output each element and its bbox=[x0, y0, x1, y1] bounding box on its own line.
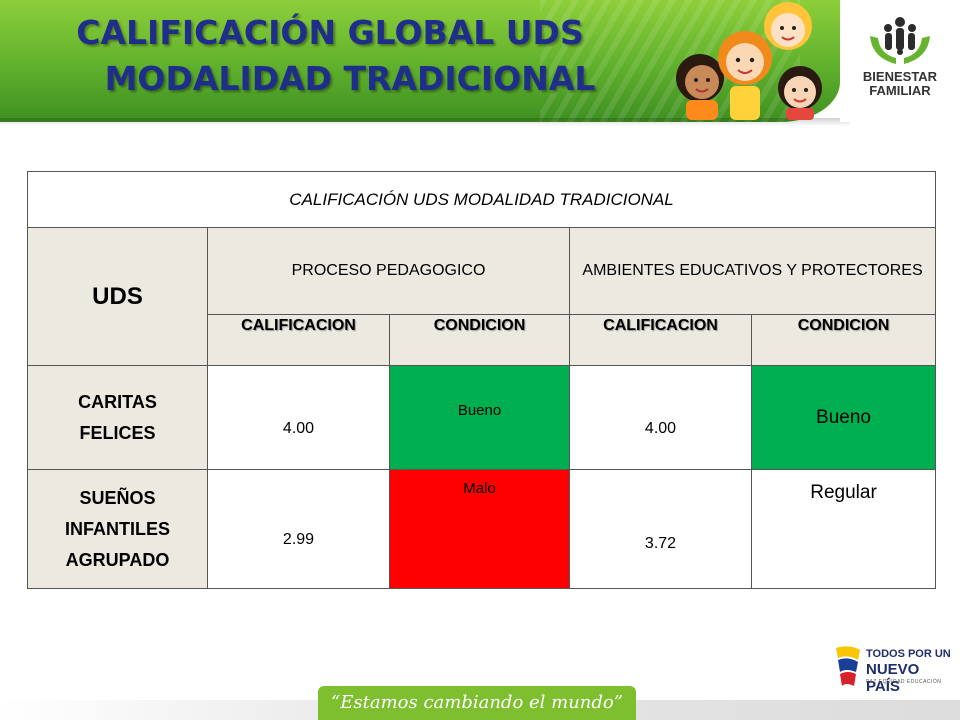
ae-condition: Regular bbox=[750, 469, 937, 589]
gov-logo-line2: NUEVO PAÍS bbox=[866, 661, 920, 695]
pp-condition: Bueno bbox=[389, 365, 570, 470]
gov-logo-line1: TODOS POR UN bbox=[866, 648, 951, 660]
bienestar-logo-text: BIENESTAR FAMILIAR bbox=[840, 70, 960, 98]
uds-header: UDS bbox=[27, 227, 208, 366]
ae-condition: Bueno bbox=[750, 365, 937, 470]
page-title: CALIFICACIÓN GLOBAL UDS MODALIDAD TRADIC… bbox=[0, 10, 660, 102]
table-caption: CALIFICACIÓN UDS MODALIDAD TRADICIONAL bbox=[26, 171, 937, 228]
subheader-calificacion-1: CALIFICACION bbox=[207, 314, 390, 366]
logo-line2: FAMILIAR bbox=[869, 83, 931, 98]
bienestar-logo: BIENESTAR FAMILIAR bbox=[840, 0, 960, 122]
banner-shadow bbox=[0, 118, 850, 126]
page-title-line1: CALIFICACIÓN GLOBAL UDS bbox=[76, 13, 584, 52]
score-table: CALIFICACIÓN UDS MODALIDAD TRADICIONAL U… bbox=[26, 171, 937, 589]
slogan-banner: “Estamos cambiando el mundo” bbox=[318, 686, 636, 720]
table-row: CARITAS FELICES 4.00 Bueno 4.00 Bueno bbox=[27, 365, 937, 470]
table-row: SUEÑOS INFANTILES AGRUPADO 2.99 Malo 3.7… bbox=[27, 469, 937, 589]
group-header-ambientes-educativos: AMBIENTES EDUCATIVOS Y PROTECTORES bbox=[568, 227, 937, 315]
subheader-calificacion-2: CALIFICACION bbox=[569, 314, 752, 366]
row-label: CARITAS FELICES bbox=[27, 365, 208, 470]
gov-logo-line3: PAZ EQUIDAD EDUCACIÓN bbox=[866, 679, 942, 685]
colombia-flag-icon bbox=[836, 646, 860, 686]
subheader-condicion-1: CONDICION bbox=[389, 314, 570, 366]
page-title-line2: MODALIDAD TRADICIONAL bbox=[104, 59, 596, 98]
pp-score: 4.00 bbox=[207, 365, 390, 470]
todos-por-un-nuevo-pais-logo: TODOS POR UN NUEVO PAÍS PAZ EQUIDAD EDUC… bbox=[832, 640, 952, 695]
children-illustration bbox=[676, 2, 822, 120]
pp-score: 2.99 bbox=[207, 469, 390, 589]
ae-score: 4.00 bbox=[569, 365, 752, 470]
row-label: SUEÑOS INFANTILES AGRUPADO bbox=[27, 469, 208, 589]
subheader-condicion-2: CONDICION bbox=[750, 314, 937, 366]
ae-score: 3.72 bbox=[569, 469, 752, 589]
family-hands-icon bbox=[870, 17, 930, 64]
logo-line1: BIENESTAR bbox=[862, 69, 938, 84]
pp-condition: Malo bbox=[389, 469, 570, 589]
group-header-proceso-pedagogico: PROCESO PEDAGOGICO bbox=[207, 227, 570, 315]
